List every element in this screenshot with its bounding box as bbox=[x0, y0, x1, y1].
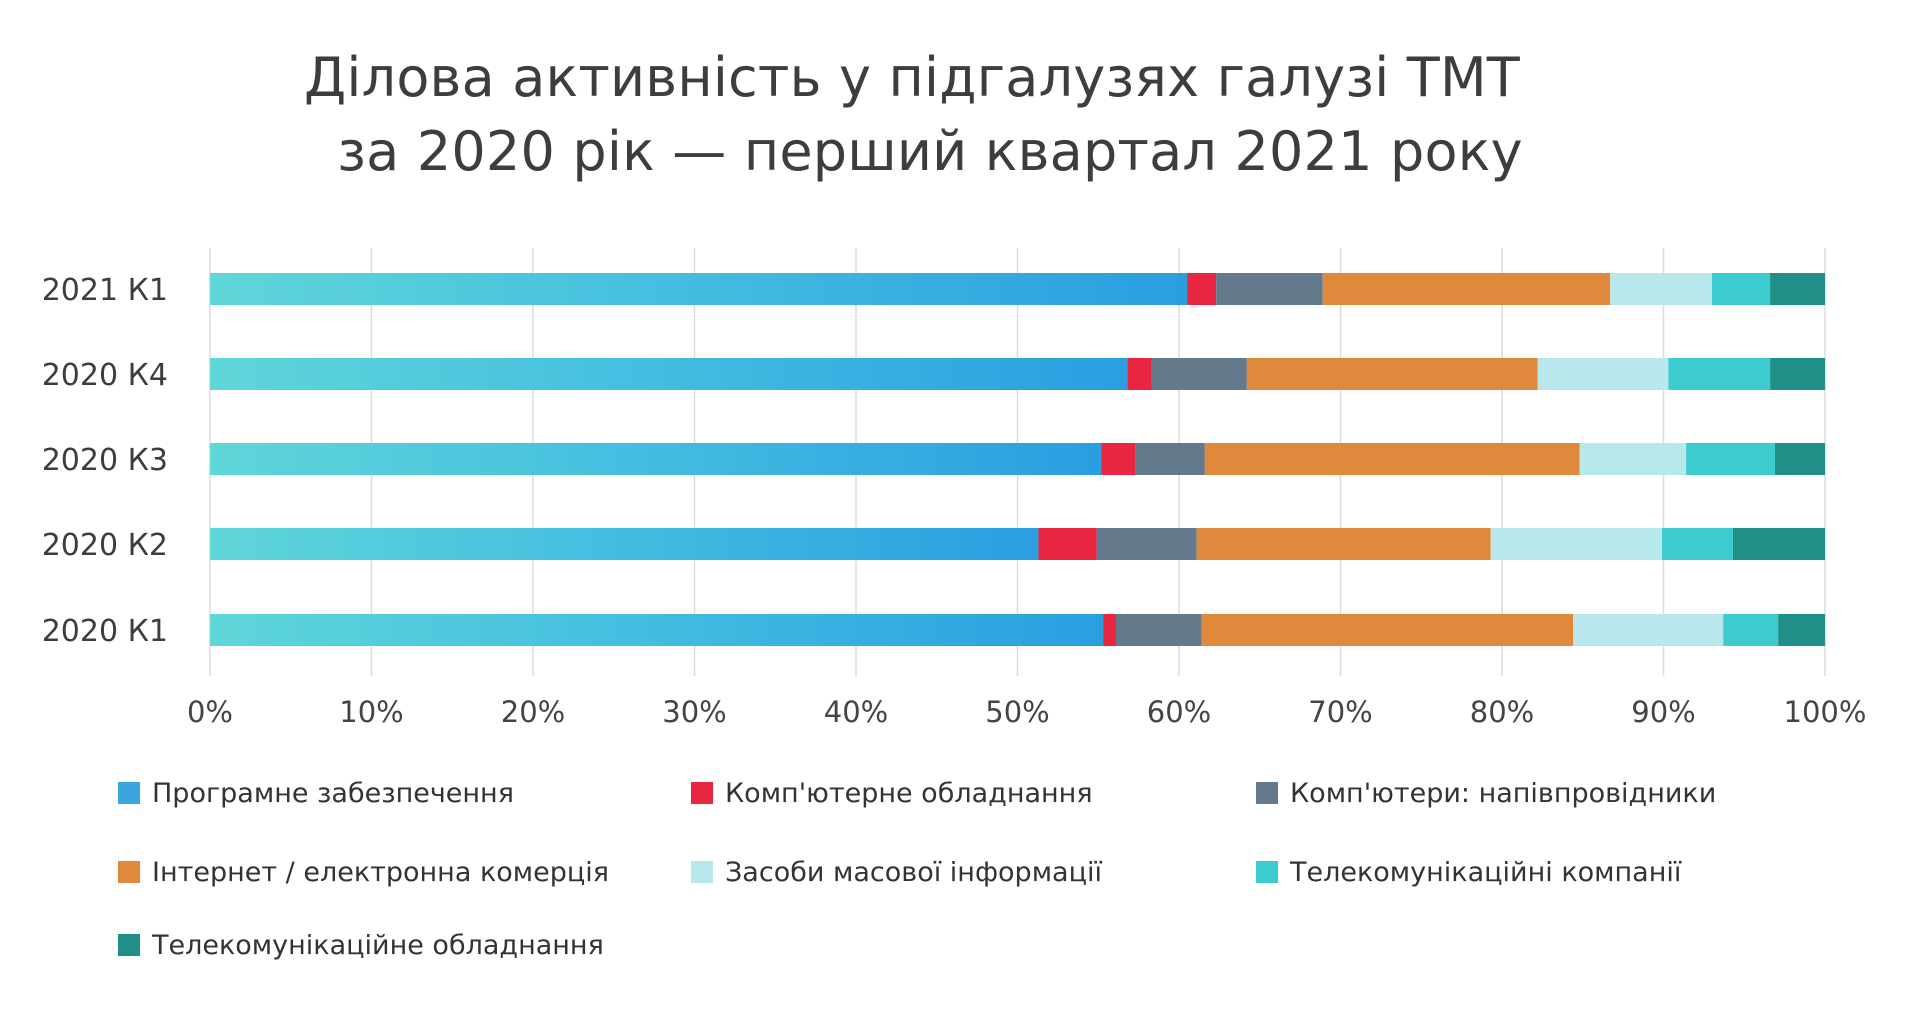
bar-segment bbox=[1490, 528, 1662, 560]
bar-segment bbox=[210, 358, 1128, 390]
bar-segment bbox=[210, 443, 1102, 475]
bar-segment bbox=[1579, 443, 1687, 475]
bar-segment bbox=[1774, 443, 1825, 475]
bar-segment bbox=[1778, 614, 1825, 646]
bar-segment bbox=[210, 614, 1104, 646]
x-tick-label: 60% bbox=[1147, 695, 1211, 729]
bar-segment bbox=[1151, 358, 1247, 390]
bar-segment bbox=[1135, 443, 1205, 475]
category-label: 2020 К3 bbox=[42, 443, 168, 478]
bar-segment bbox=[1537, 358, 1669, 390]
x-tick-label: 10% bbox=[339, 695, 403, 729]
x-tick-label: 50% bbox=[985, 695, 1049, 729]
bar-segment bbox=[1732, 528, 1825, 560]
bar-segment bbox=[1610, 273, 1712, 305]
bar-segment bbox=[1686, 443, 1775, 475]
bar-segment bbox=[1246, 358, 1538, 390]
x-tick-label: 20% bbox=[501, 695, 565, 729]
category-label: 2020 К4 bbox=[42, 358, 168, 393]
bar-segment bbox=[1661, 528, 1733, 560]
x-tick-label: 0% bbox=[187, 695, 233, 729]
bar-segment bbox=[1770, 358, 1825, 390]
bar-segment bbox=[1216, 273, 1323, 305]
bar-segment bbox=[1116, 614, 1202, 646]
bar-segment bbox=[1711, 273, 1771, 305]
chart-title: Ділова активність у підгалузях галузі ТМ… bbox=[304, 46, 1520, 109]
bar-segment bbox=[1127, 358, 1152, 390]
bar-segment bbox=[1668, 358, 1771, 390]
category-label: 2020 К1 bbox=[42, 614, 168, 649]
chart-subtitle: за 2020 рік — перший квартал 2021 року bbox=[337, 120, 1523, 183]
bar-segment bbox=[1187, 273, 1217, 305]
bar-segment bbox=[1204, 443, 1580, 475]
bar-segment bbox=[1573, 614, 1724, 646]
x-tick-label: 80% bbox=[1470, 695, 1534, 729]
category-label: 2020 К2 bbox=[42, 528, 168, 563]
category-label: 2021 К1 bbox=[42, 273, 168, 308]
bar-segment bbox=[1096, 528, 1197, 560]
bar-segment bbox=[1723, 614, 1779, 646]
x-tick-label: 30% bbox=[662, 695, 726, 729]
x-tick-label: 70% bbox=[1308, 695, 1372, 729]
bar-segment bbox=[1038, 528, 1097, 560]
bar-segment bbox=[1770, 273, 1825, 305]
bar-segment bbox=[1103, 614, 1117, 646]
bar-segment bbox=[1101, 443, 1136, 475]
bar-segment bbox=[210, 528, 1039, 560]
bar-segment bbox=[1201, 614, 1574, 646]
x-tick-label: 90% bbox=[1631, 695, 1695, 729]
x-tick-label: 40% bbox=[824, 695, 888, 729]
bar-segment bbox=[1196, 528, 1491, 560]
bar-segment bbox=[1322, 273, 1611, 305]
bar-segment bbox=[210, 273, 1188, 305]
x-tick-label: 100% bbox=[1784, 695, 1867, 729]
